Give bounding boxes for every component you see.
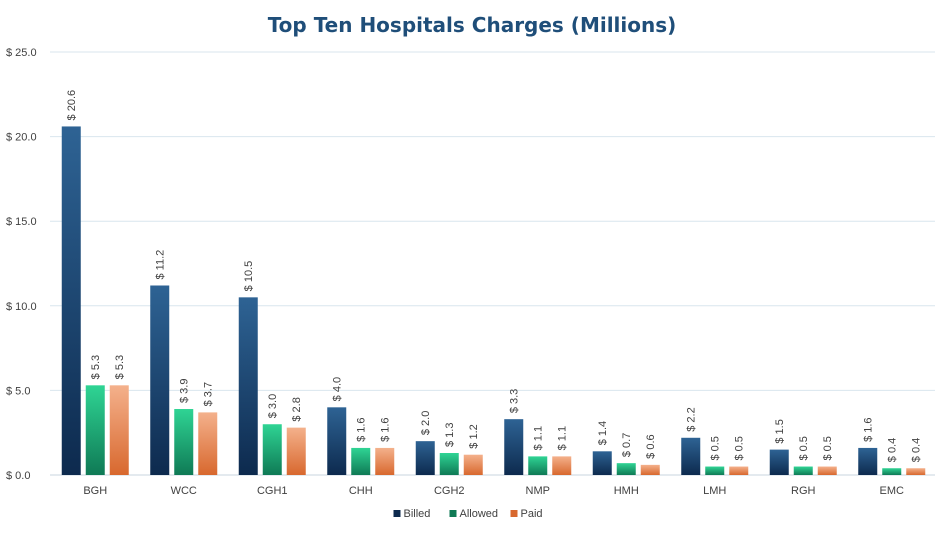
legend: Billed Allowed Paid [393,508,543,520]
data-label: $ 20.6 [66,90,78,121]
data-label: $ 0.4 [887,438,899,462]
y-tick-label: $ 5.0 [6,385,30,397]
bar-paid [286,427,306,475]
legend-label: Billed [404,508,431,520]
bar-paid [729,466,749,475]
data-labels: $ 20.6 $ 5.3 $ 5.3 $ 11.2 $ 3.9 $ 3.7 $ 10.5 $ … [66,90,923,462]
data-label: $ 1.6 [356,417,368,441]
data-label: $ 1.6 [380,417,392,441]
y-tick-label: $ 0.0 [6,470,30,482]
category-label: CGH1 [257,485,288,497]
data-label: $ 0.5 [710,436,722,460]
category-label: HMH [614,485,639,497]
bar-billed [858,447,878,475]
data-label: $ 3.0 [267,394,279,418]
bar-billed [327,407,347,475]
bar-allowed [705,466,725,475]
y-axis-ticks: $ 0.0 $ 5.0 $ 10.0 $ 15.0 $ 20.0 $ 25.0 [6,47,37,482]
category-label: RGH [791,485,816,497]
data-label: $ 1.3 [444,423,456,447]
bar-allowed [174,409,194,475]
y-tick-label: $ 15.0 [6,216,37,228]
legend-swatch-billed [393,510,401,517]
data-label: $ 0.6 [645,434,657,458]
bar-paid [817,466,837,475]
chart-title: Top Ten Hospitals Charges (Millions) [268,13,677,37]
bar-paid [463,454,483,475]
data-label: $ 1.6 [863,417,875,441]
legend-swatch-paid [510,510,518,517]
data-label: $ 1.1 [557,426,569,450]
legend-swatch-allowed [449,510,457,517]
bar-allowed [528,456,548,475]
data-label: $ 1.2 [468,424,480,448]
data-label: $ 0.4 [911,438,923,462]
data-label: $ 1.5 [774,419,786,443]
bar-allowed [85,385,105,475]
data-label: $ 10.5 [243,261,255,292]
y-tick-label: $ 20.0 [6,132,37,144]
bar-allowed [351,447,371,475]
bar-billed [504,419,524,475]
bar-billed [592,451,612,475]
bar-billed [61,126,81,475]
category-label: NMP [526,485,550,497]
legend-label: Allowed [460,508,499,520]
data-label: $ 0.7 [621,433,633,457]
bar-billed [769,449,789,475]
data-label: $ 5.3 [90,355,102,379]
data-label: $ 0.5 [798,436,810,460]
bar-paid [375,447,395,475]
bar-billed [150,285,170,475]
y-tick-label: $ 10.0 [6,301,37,313]
data-label: $ 2.0 [420,411,432,435]
data-label: $ 1.4 [597,421,609,445]
category-label: LMH [703,485,726,497]
bar-paid [640,464,660,475]
data-label: $ 3.7 [203,382,215,406]
bar-billed [415,441,435,475]
x-axis-categories: BGH WCC CGH1 CHH CGH2 NMP HMH LMH RGH EMC [83,485,904,497]
category-label: WCC [171,485,197,497]
bar-paid [198,412,218,475]
bar-allowed [882,468,902,475]
bar-allowed [262,424,282,475]
data-label: $ 1.1 [533,426,545,450]
bar-billed [238,297,258,475]
bar-allowed [439,453,459,475]
data-label: $ 2.8 [291,397,303,421]
category-label: CGH2 [434,485,465,497]
bar-paid [552,456,572,475]
data-label: $ 3.3 [509,389,521,413]
bar-billed [681,437,701,475]
bars [61,126,926,475]
bar-allowed [793,466,813,475]
category-label: CHH [349,485,373,497]
y-tick-label: $ 25.0 [6,47,37,59]
data-label: $ 5.3 [114,355,126,379]
data-label: $ 0.5 [822,436,834,460]
data-label: $ 2.2 [686,407,698,431]
category-label: EMC [880,485,905,497]
bar-allowed [616,463,636,475]
data-label: $ 4.0 [332,377,344,401]
category-label: BGH [83,485,107,497]
data-label: $ 3.9 [179,379,191,403]
bar-paid [906,468,926,475]
data-label: $ 11.2 [155,250,167,280]
legend-label: Paid [521,508,543,520]
bar-paid [109,385,129,475]
data-label: $ 0.5 [734,436,746,460]
